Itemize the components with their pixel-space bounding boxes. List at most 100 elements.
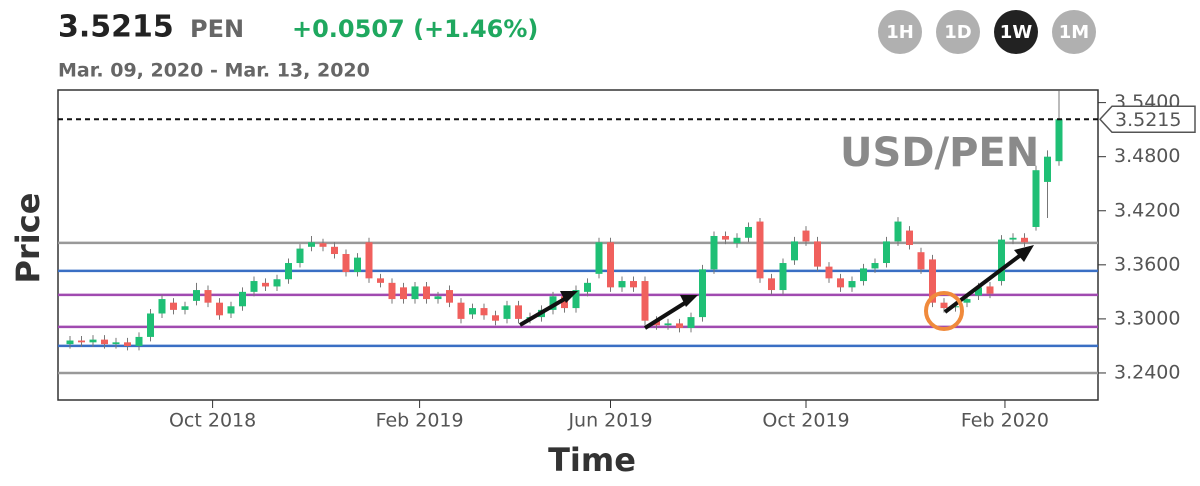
candle-body [1009, 237, 1017, 240]
candle-body [147, 313, 154, 337]
arrow-head [1014, 245, 1034, 262]
candle-body [423, 286, 430, 300]
arrow [518, 295, 570, 327]
candle-body [745, 226, 752, 238]
candle-body [572, 290, 580, 309]
candle-body [204, 290, 212, 303]
candle-body [227, 306, 235, 314]
candle-body [917, 252, 925, 270]
plot-frame [57, 89, 1099, 401]
date-range: Mar. 09, 2020 - Mar. 13, 2020 [58, 60, 370, 82]
candle-body [906, 230, 913, 245]
candle-body [296, 248, 304, 264]
candle-body [630, 281, 637, 288]
candle-body [112, 342, 120, 345]
y-tick-label: 3.4200 [1114, 199, 1180, 221]
interval-label: 1D [944, 22, 971, 43]
candle-body [929, 259, 936, 303]
candle-body [354, 257, 361, 273]
candle-body [400, 287, 407, 300]
candle-body [549, 296, 557, 310]
interval-button[interactable] [878, 10, 922, 54]
candle-body [365, 242, 373, 279]
interval-button[interactable] [994, 10, 1038, 54]
candle-body [89, 339, 97, 343]
candle-body [641, 281, 649, 321]
candle-body [124, 342, 131, 346]
candle-body [561, 296, 568, 309]
candle-body [308, 242, 315, 247]
candle-body [503, 305, 511, 319]
arrow [943, 252, 1024, 314]
candle-body [331, 246, 338, 255]
candle-body [998, 239, 1005, 282]
candle-body [779, 263, 787, 291]
candle-body [848, 281, 856, 288]
candle-body [837, 278, 844, 288]
candle-body [273, 279, 281, 287]
candle-body [135, 336, 143, 346]
x-tick-label: Feb 2019 [376, 410, 464, 432]
interval-button[interactable] [936, 10, 980, 54]
candle-body [285, 263, 292, 280]
candle-body [860, 268, 867, 282]
candle-body [78, 340, 85, 343]
y-tick-label: 3.2400 [1114, 361, 1180, 383]
arrow-head [680, 295, 698, 307]
candle-body [434, 296, 442, 300]
interval-label: 1W [1000, 22, 1033, 43]
candle-body [802, 230, 810, 242]
candle-body [388, 282, 396, 300]
candle-body [492, 315, 499, 321]
candle-body [1055, 119, 1063, 162]
interval-buttons: 1H 1D 1W 1M [878, 10, 1096, 54]
candle-body [515, 305, 522, 319]
candle-body [768, 278, 775, 291]
candle-body [319, 243, 327, 247]
arrow-head [560, 291, 578, 303]
candle-body [457, 302, 465, 319]
price-tag [1098, 105, 1196, 134]
candle-body [963, 299, 971, 303]
price-tag-label: 3.5215 [1115, 109, 1181, 131]
x-tick-label: Jun 2019 [567, 410, 652, 432]
candle-body [986, 286, 994, 294]
candle-body [1021, 237, 1028, 243]
candle-body [894, 221, 902, 242]
candle-body [940, 302, 948, 309]
candle-body [411, 286, 419, 300]
change: +0.0507 (+1.46%) [292, 15, 538, 43]
price: 3.5215 [58, 10, 174, 45]
y-tick-label: 3.3600 [1114, 253, 1180, 275]
candle-body [342, 254, 350, 273]
arrow-heads [560, 245, 1034, 307]
candle-body [825, 266, 833, 279]
candle-body [871, 263, 879, 269]
candle-body [952, 306, 959, 308]
y-tick-label: 3.4800 [1114, 145, 1180, 167]
candle-body [250, 281, 258, 292]
interval-button[interactable] [1052, 10, 1096, 54]
candle-body [170, 302, 177, 310]
highlight-circle [924, 291, 964, 331]
interval-label: 1H [886, 22, 914, 43]
interval-label: 1M [1059, 22, 1089, 43]
candle-body [975, 287, 982, 296]
candle-body [687, 317, 695, 328]
candle-body [66, 340, 74, 345]
candle-body [710, 235, 718, 270]
candle-body [193, 290, 200, 301]
x-tick-label: Oct 2019 [762, 410, 849, 432]
candle-body [791, 241, 798, 261]
plot [58, 90, 1106, 408]
x-axis-label: Time [548, 441, 636, 479]
arrow [643, 299, 690, 330]
candle-body [676, 323, 683, 328]
candle-body [699, 269, 706, 318]
candle-body [1032, 170, 1040, 227]
candle-body [1044, 156, 1051, 182]
candle-body [101, 339, 108, 345]
y-axis-label: Price [9, 193, 47, 284]
candle-body [607, 242, 614, 288]
candle-body [722, 235, 729, 240]
